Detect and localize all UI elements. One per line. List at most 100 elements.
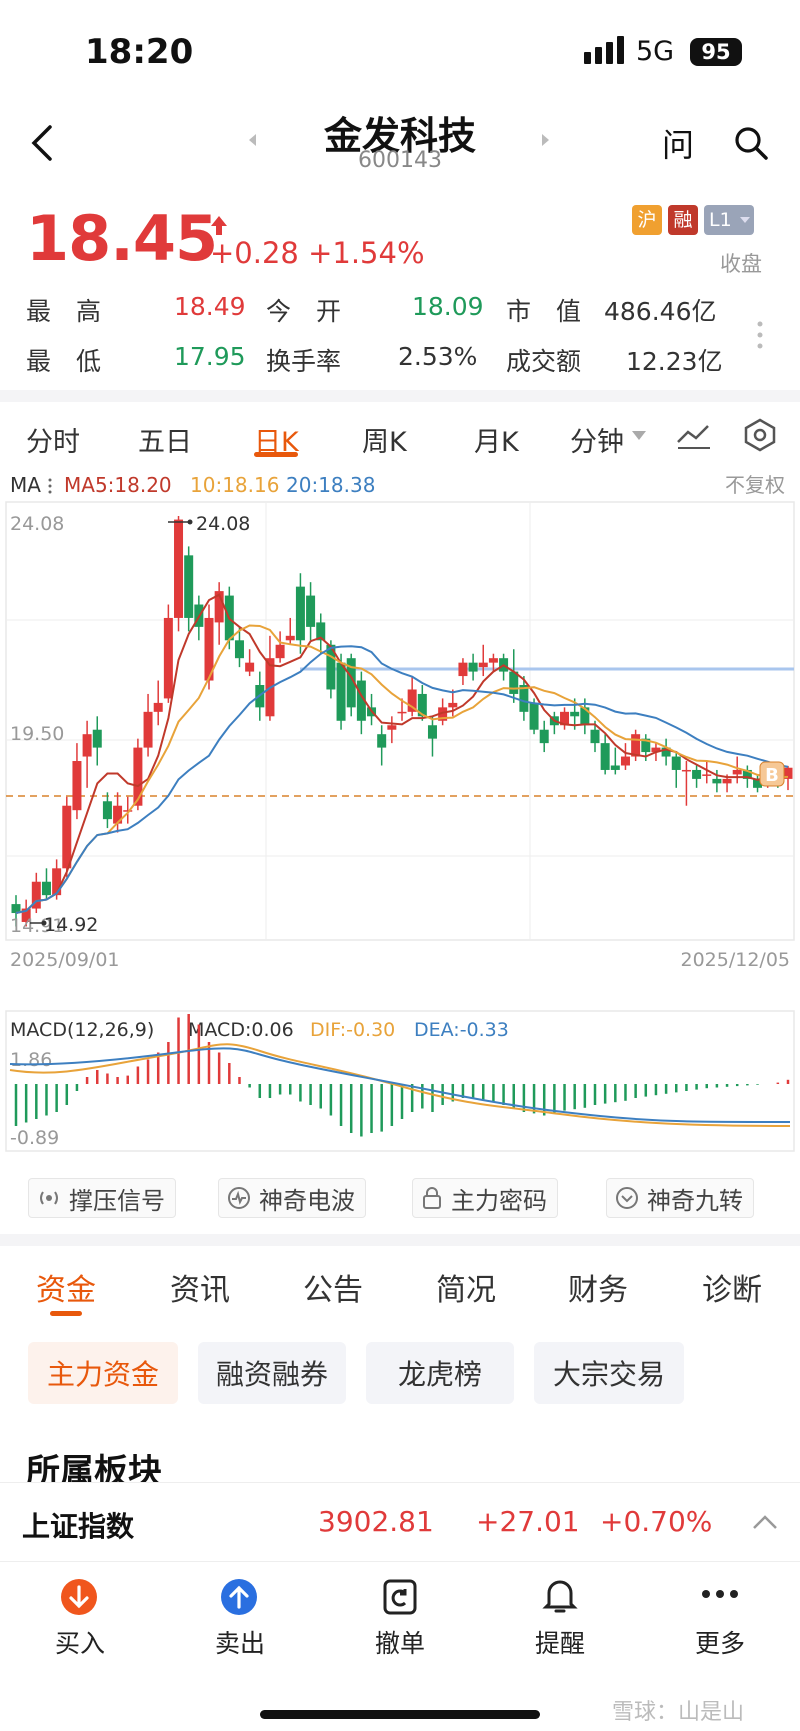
- amount-label: 成交额: [506, 347, 582, 376]
- change-value: +0.28: [210, 236, 299, 270]
- candle-frame: [5, 501, 795, 941]
- more-dots-icon[interactable]: [750, 310, 770, 360]
- pill-magic-wave[interactable]: 神奇电波: [218, 1178, 366, 1218]
- nav-sell[interactable]: 卖出: [160, 1570, 320, 1670]
- signal-icon: [584, 36, 624, 64]
- dif-value: DIF:-0.30: [310, 1019, 395, 1041]
- candle: [732, 769, 742, 775]
- ma10-legend: 10:18.16: [190, 473, 279, 497]
- candle: [346, 658, 356, 708]
- tab-minute[interactable]: 分钟: [570, 427, 624, 458]
- divider: [0, 390, 800, 402]
- tab-timeshare[interactable]: 分时: [26, 427, 80, 458]
- subtab-main-funds[interactable]: 主力资金: [28, 1342, 178, 1404]
- dif-line: [9, 1043, 791, 1127]
- candle: [427, 725, 437, 739]
- change-pct: +1.54%: [308, 236, 425, 270]
- candle: [163, 617, 173, 699]
- candle: [753, 778, 763, 788]
- macd-value: MACD:0.06: [188, 1019, 294, 1041]
- candle: [31, 881, 41, 909]
- nav-buy[interactable]: 买入: [0, 1570, 160, 1670]
- candle: [82, 734, 92, 757]
- network-label: 5G: [636, 36, 675, 67]
- ma5-legend: MA5:18.20: [64, 473, 172, 497]
- prev-stock-icon[interactable]: [242, 130, 262, 150]
- divider: [0, 1234, 800, 1246]
- tab-five-day[interactable]: 五日: [138, 427, 192, 458]
- candle: [143, 711, 153, 748]
- candle: [377, 734, 387, 748]
- chevron-circle-icon: [616, 1187, 638, 1209]
- bell-icon: [542, 1580, 578, 1613]
- active-tab-indicator: [254, 452, 298, 457]
- chevron-up-icon[interactable]: [752, 1514, 778, 1530]
- pill-label: 主力密码: [451, 1186, 547, 1215]
- sh-tag: 沪: [632, 205, 662, 235]
- tab-diagnosis[interactable]: 诊断: [702, 1273, 762, 1308]
- candle: [539, 729, 549, 744]
- candle: [417, 693, 427, 717]
- candle: [783, 767, 793, 779]
- subtab-block-trade[interactable]: 大宗交易: [534, 1342, 684, 1404]
- next-stock-icon[interactable]: [536, 130, 556, 150]
- ma5-line: [15, 593, 789, 914]
- search-icon[interactable]: [726, 118, 776, 168]
- tab-profile[interactable]: 简况: [436, 1273, 496, 1308]
- index-pct: +0.70%: [600, 1505, 713, 1538]
- candle: [590, 729, 600, 744]
- tab-announcements[interactable]: 公告: [303, 1273, 363, 1308]
- ask-icon[interactable]: 问: [661, 126, 694, 164]
- candle: [234, 640, 244, 659]
- pill-main-code[interactable]: 主力密码: [412, 1178, 558, 1218]
- current-price: 18.45: [26, 202, 218, 275]
- nav-alert[interactable]: 提醒: [480, 1570, 640, 1670]
- ma20-line: [15, 645, 789, 914]
- macd-axis-bottom: -0.89: [10, 1127, 59, 1149]
- pill-magic-nine[interactable]: 神奇九转: [606, 1178, 754, 1218]
- ma-legend-label: MA: [10, 473, 41, 497]
- candle: [570, 711, 580, 717]
- candle: [681, 769, 691, 772]
- candle: [610, 765, 620, 770]
- candle: [448, 702, 458, 708]
- nav-more[interactable]: 更多: [640, 1570, 800, 1670]
- mcap-label: 市 值: [506, 297, 582, 326]
- back-icon[interactable]: [22, 118, 62, 168]
- candle: [204, 617, 214, 681]
- stock-code: 600143: [358, 148, 442, 173]
- mcap-value: 486.46亿: [604, 297, 717, 326]
- candle: [153, 702, 163, 712]
- pill-support-signal[interactable]: 撑压信号: [28, 1178, 176, 1218]
- level-tag[interactable]: L1: [704, 205, 754, 235]
- buy-marker: [759, 761, 785, 787]
- index-bar[interactable]: [0, 1482, 800, 1562]
- level-tag-label: L1: [709, 209, 732, 231]
- candle: [631, 734, 641, 757]
- y-axis-top: 24.08: [10, 513, 64, 535]
- candle: [478, 662, 488, 668]
- tab-weekly-k[interactable]: 周K: [362, 427, 407, 458]
- nav-cancel-order[interactable]: 撤单: [320, 1570, 480, 1670]
- tab-monthly-k[interactable]: 月K: [474, 427, 519, 458]
- adjust-label[interactable]: 不复权: [725, 473, 785, 497]
- subtab-margin[interactable]: 融资融券: [198, 1342, 346, 1404]
- candle: [580, 707, 590, 726]
- tab-news[interactable]: 资讯: [170, 1273, 230, 1308]
- low-label: 最 低: [26, 347, 102, 376]
- settings-hexagon-icon[interactable]: [742, 418, 778, 452]
- subtab-dragon-tiger[interactable]: 龙虎榜: [366, 1342, 514, 1404]
- indicator-icon[interactable]: [676, 420, 712, 450]
- chevron-down-icon[interactable]: [632, 431, 646, 440]
- candle: [285, 635, 295, 641]
- y-axis-mid: 19.50: [10, 723, 64, 745]
- kline-chart[interactable]: MA MA5:18.20 10:18.16 20:18.38 不复权 24.08…: [0, 466, 800, 1166]
- cancel-order-icon: [383, 1579, 417, 1615]
- margin-tag: 融: [668, 205, 698, 235]
- tab-finance[interactable]: 财务: [568, 1273, 628, 1308]
- candle: [316, 622, 326, 641]
- candle: [488, 658, 498, 663]
- tab-funds[interactable]: 资金: [36, 1273, 96, 1308]
- candle: [295, 586, 305, 641]
- lock-icon: [423, 1187, 441, 1209]
